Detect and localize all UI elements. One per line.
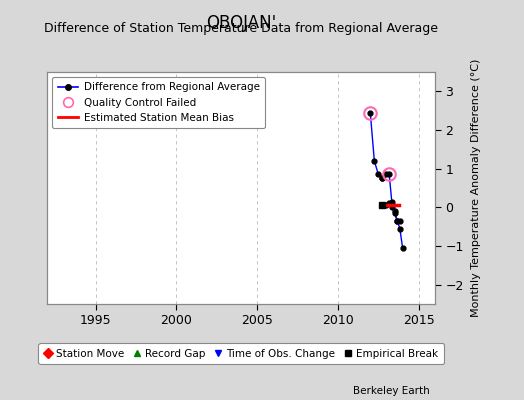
Text: Berkeley Earth: Berkeley Earth — [353, 386, 430, 396]
Text: Difference of Station Temperature Data from Regional Average: Difference of Station Temperature Data f… — [44, 22, 438, 35]
Text: OBOJAN': OBOJAN' — [206, 14, 276, 32]
Y-axis label: Monthly Temperature Anomaly Difference (°C): Monthly Temperature Anomaly Difference (… — [471, 59, 481, 317]
Legend: Station Move, Record Gap, Time of Obs. Change, Empirical Break: Station Move, Record Gap, Time of Obs. C… — [38, 343, 444, 364]
